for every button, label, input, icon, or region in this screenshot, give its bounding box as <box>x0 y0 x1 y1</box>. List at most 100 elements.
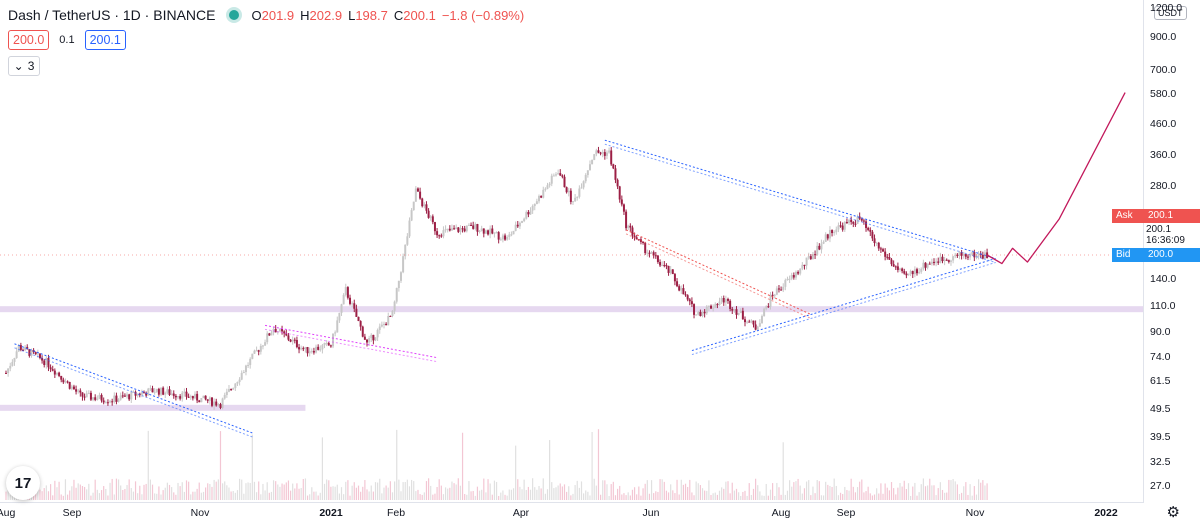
volume-bar <box>599 494 602 500</box>
volume-bar <box>213 479 215 500</box>
candle-body <box>370 334 373 339</box>
candle-body <box>151 388 154 393</box>
volume-bar <box>899 483 901 500</box>
indicators-toggle[interactable]: ⌄ 3 <box>8 56 40 76</box>
candle-body <box>535 201 538 204</box>
volume-bar <box>154 493 156 500</box>
candle-body <box>448 228 451 231</box>
volume-bar <box>343 494 345 500</box>
market-open-icon <box>229 10 240 20</box>
candle-body <box>225 391 228 395</box>
volume-bar <box>797 478 799 500</box>
candle-body <box>580 187 583 189</box>
volume-bar <box>217 479 219 500</box>
volume-bar <box>75 487 77 500</box>
candle-body <box>688 299 691 302</box>
candle-body <box>134 391 137 396</box>
volume-bar <box>793 482 795 500</box>
buy-button[interactable]: 200.1 <box>84 30 126 50</box>
trendline <box>604 139 996 259</box>
candle-body <box>459 228 462 232</box>
candle-body <box>70 386 73 389</box>
candle-body <box>128 394 131 400</box>
symbol-title[interactable]: Dash / TetherUS · 1D · BINANCE <box>8 7 216 23</box>
volume-bar <box>895 494 897 500</box>
candle-body <box>189 396 192 398</box>
candle-body <box>538 195 541 202</box>
volume-bar <box>442 494 445 500</box>
candle-body <box>850 219 853 222</box>
volume-bar <box>175 494 177 500</box>
volume-bar <box>364 480 366 500</box>
volume-bar <box>66 494 69 500</box>
volume-bar <box>481 489 483 500</box>
candle-body <box>323 343 326 346</box>
currency-label[interactable]: USDT <box>1154 6 1187 20</box>
volume-bar <box>941 489 944 500</box>
candle-body <box>665 265 668 267</box>
candle-body <box>542 189 545 198</box>
candle-body <box>669 269 672 273</box>
price-chart[interactable] <box>0 0 1144 503</box>
volume-bar <box>62 495 64 500</box>
candle-body <box>68 382 71 389</box>
candle-body <box>733 309 736 311</box>
volume-bar <box>918 492 920 500</box>
volume-bar <box>385 485 387 500</box>
candle-body <box>140 392 143 396</box>
candle-body <box>487 230 490 235</box>
price-axis[interactable]: USDT Ask 200.1 200.1 16:36:09 Bid 200.0 … <box>1112 0 1200 503</box>
candle-body <box>287 335 290 340</box>
candle-body <box>852 221 855 224</box>
candle-body <box>650 252 653 254</box>
volume-bar <box>701 488 704 500</box>
gear-icon[interactable]: ⚙ <box>1166 504 1180 521</box>
candle-body <box>162 387 165 395</box>
volume-bar <box>822 495 825 500</box>
candle-body <box>523 218 526 222</box>
volume-bar <box>653 493 655 500</box>
volume-bar <box>224 481 226 500</box>
candle-body <box>402 256 405 273</box>
volume-bar <box>512 488 515 500</box>
volume-bar <box>156 493 158 500</box>
price-tick: 110.0 <box>1150 300 1176 312</box>
volume-bar <box>859 481 861 500</box>
volume-bar <box>245 483 247 500</box>
volume-bar <box>839 492 842 500</box>
candle-body <box>153 391 156 393</box>
candle-body <box>361 326 364 337</box>
sell-button[interactable]: 200.0 <box>8 30 50 50</box>
volume-bar <box>423 492 425 500</box>
indicator-count: 3 <box>27 59 35 73</box>
volume-bar <box>608 495 610 500</box>
candle-body <box>83 396 86 398</box>
candle-body <box>729 300 732 309</box>
volume-bar <box>408 486 411 500</box>
volume-bar <box>585 490 587 500</box>
candle-body <box>809 256 812 260</box>
volume-bar <box>931 485 933 500</box>
time-axis[interactable]: Aug Sep Nov 2021 Feb Apr Jun Aug Sep Nov 2022 <box>0 502 1144 523</box>
volume-bar <box>306 495 309 500</box>
volume-bar <box>816 480 818 500</box>
chevron-down-icon: ⌄ <box>13 59 24 73</box>
volume-bar <box>417 489 419 500</box>
trendline <box>625 229 812 315</box>
candle-body <box>21 349 24 351</box>
volume-bar <box>464 494 466 500</box>
candle-body <box>752 320 755 325</box>
candle-body <box>208 397 211 401</box>
volume-bar <box>39 489 41 500</box>
candle-body <box>937 261 940 263</box>
volume-bar <box>134 481 137 500</box>
candle-body <box>478 231 481 233</box>
volume-bar <box>470 491 472 500</box>
volume-bar <box>708 480 710 500</box>
time-tick: Nov <box>965 507 985 519</box>
volume-bar <box>478 490 481 500</box>
tradingview-logo[interactable]: 17 <box>6 466 40 500</box>
volume-bar <box>729 493 731 500</box>
volume-bar <box>818 481 820 500</box>
logo-text: 17 <box>14 474 32 492</box>
